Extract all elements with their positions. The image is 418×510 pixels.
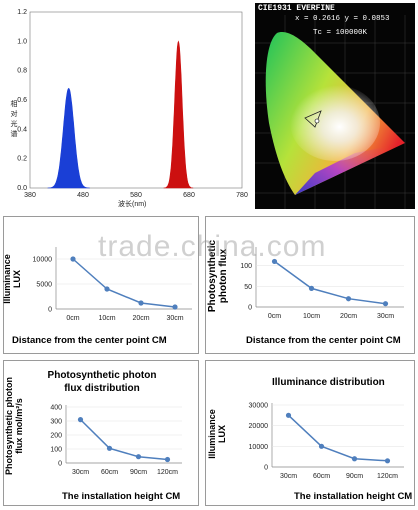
illuminance-distance-ylabel: Illuminance LUX [2, 254, 22, 304]
ytick-label: 400 [50, 405, 62, 412]
xtick-label: 120cm [377, 473, 398, 480]
cie-title: CIE1931 EVERFINE [258, 4, 335, 13]
cie-coordinates: x = 0.2616 y = 0.0853 [295, 15, 390, 23]
xtick-label: 30cm [377, 313, 394, 320]
spectrum-ytick: 0.8 [17, 68, 27, 75]
watermark: trade.china.com [98, 230, 327, 263]
spectrum-chart: 1.2 1.0 0.8 0.6 0.4 0.2 0.0 380 480 580 680 780 相对光… [0, 0, 252, 212]
illuminance-distance-xlabel: Distance from the center point CM [12, 335, 167, 346]
xtick-label: 20cm [132, 315, 149, 322]
spectrum-ylabel: 相对光谱 [10, 100, 17, 140]
series-line [72, 258, 176, 308]
spectrum-xtick: 580 [130, 192, 142, 199]
data-point [135, 454, 142, 460]
data-point [345, 296, 352, 302]
ppf-height-chart: 400 300 200 100 0 30cm 60cm 90cm 120cm [50, 405, 182, 476]
cie-color-temperature: Tc = 100000K [313, 29, 368, 37]
illuminance-height-chart: 30000 20000 10000 0 30cm 60cm 90cm 120cm [249, 403, 404, 480]
illuminance-distance-panel: 10000 5000 0 0cm 10cm 20cm 30cm Illuminance LU… [2, 216, 199, 354]
xtick-label: 30cm [280, 473, 297, 480]
ppf-distance-xlabel: Distance from the center point CM [246, 335, 401, 346]
cie-plot [255, 15, 415, 209]
xtick-label: 10cm [303, 313, 320, 320]
data-point [106, 445, 113, 451]
illuminance-height-xlabel: The installation height CM [294, 491, 413, 502]
spectrum-xlabel: 波长(nm) [118, 201, 147, 208]
data-point [77, 417, 84, 423]
data-point [384, 458, 391, 464]
spectrum-ytick: 1.2 [17, 9, 27, 16]
ppf-distance-panel: 100 50 0 0cm 10cm 20cm 30cm Photosynthetic pho… [205, 216, 415, 354]
series-line [287, 414, 388, 462]
spectrum-ytick: 0.0 [17, 185, 27, 192]
data-point [271, 258, 278, 265]
data-point [164, 456, 171, 463]
data-point [382, 301, 389, 307]
ytick-label: 0 [248, 305, 252, 312]
spectrum-ytick: 0.6 [17, 97, 27, 104]
data-point [351, 456, 358, 462]
spectrum-red-peak [163, 40, 194, 189]
xtick-label: 10cm [98, 315, 115, 322]
data-point [285, 412, 292, 418]
spectrum-xtick: 680 [183, 192, 195, 199]
spectrum-ytick: 0.2 [17, 156, 27, 163]
spectrum-xtick: 780 [236, 192, 248, 199]
xtick-label: 90cm [346, 473, 363, 480]
spectrum-frame [29, 11, 243, 189]
ytick-label: 0 [264, 465, 268, 472]
xtick-label: 30cm [72, 469, 89, 476]
ppf-height-panel: 400 300 200 100 0 30cm 60cm 90cm 120cm Photosynt… [3, 360, 199, 506]
cie-diagram: CIE1931 EVERFINE x = 0.2616 y = 0.0853 T… [255, 3, 415, 209]
illuminance-height-title: Illuminance distribution [272, 377, 385, 388]
data-point [70, 256, 76, 262]
ytick-label: 100 [240, 263, 252, 270]
ppf-height-ylabel: Photosynthetic photon flux mol/m²/s [4, 377, 24, 475]
ppf-height-xlabel: The installation height CM [62, 491, 181, 502]
ppf-height-title: Photosynthetic photon flux distribution [47, 370, 157, 394]
spectrum-ytick: 0.4 [17, 126, 27, 133]
ppf-distance-chart: 100 50 0 0cm 10cm 20cm 30cm [240, 247, 404, 320]
series-line [79, 419, 168, 461]
spectrum-xtick: 480 [77, 192, 89, 199]
ytick-label: 300 [50, 419, 62, 426]
series-line [274, 260, 386, 305]
ytick-label: 0 [58, 461, 62, 468]
illuminance-height-panel: 30000 20000 10000 0 30cm 60cm 90cm 120cm Illumi… [205, 360, 415, 506]
ytick-label: 200 [50, 433, 62, 440]
xtick-label: 60cm [313, 473, 330, 480]
data-point [138, 300, 144, 306]
xtick-label: 20cm [340, 313, 357, 320]
ytick-label: 10000 [249, 444, 269, 451]
data-point [308, 285, 315, 291]
ytick-label: 5000 [36, 282, 52, 289]
ytick-label: 10000 [33, 257, 53, 264]
data-point [318, 443, 325, 449]
illuminance-distance-chart: 10000 5000 0 0cm 10cm 20cm 30cm [33, 247, 192, 322]
xtick-label: 120cm [157, 469, 178, 476]
xtick-label: 30cm [166, 315, 183, 322]
spectrum-blue-peak [47, 87, 90, 189]
xtick-label: 0cm [268, 313, 281, 320]
spectrum-xtick: 380 [24, 192, 36, 199]
ytick-label: 100 [50, 447, 62, 454]
ytick-label: 30000 [249, 403, 269, 410]
xtick-label: 0cm [66, 315, 79, 322]
ytick-label: 0 [48, 307, 52, 314]
illuminance-height-ylabel: Illuminance LUX [207, 409, 227, 459]
data-point [104, 286, 110, 292]
ytick-label: 50 [244, 284, 252, 291]
xtick-label: 60cm [101, 469, 118, 476]
ytick-label: 20000 [249, 423, 269, 430]
spectrum-ytick: 1.0 [17, 38, 27, 45]
xtick-label: 90cm [130, 469, 147, 476]
data-point [172, 304, 178, 310]
